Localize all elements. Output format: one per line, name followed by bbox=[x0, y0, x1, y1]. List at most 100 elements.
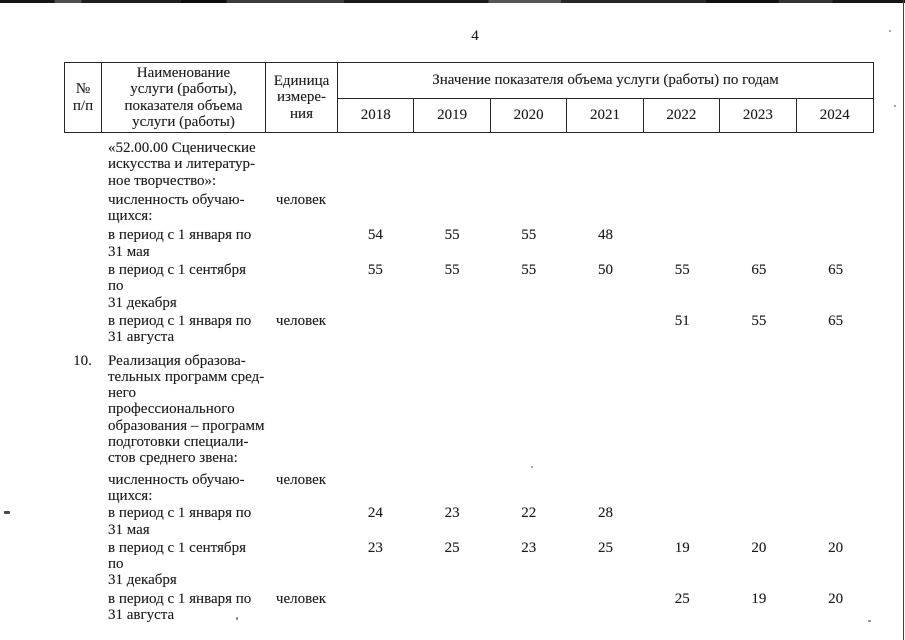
row-value bbox=[721, 505, 798, 538]
table-row: в период с 1 сентября по 31 декабря 55 55 5… bbox=[64, 262, 874, 311]
scan-speck bbox=[889, 30, 891, 32]
row-value bbox=[414, 353, 491, 467]
row-value bbox=[644, 192, 721, 225]
row-value bbox=[567, 140, 644, 189]
header-years-group: Значение показателя объема услуги (работ… bbox=[338, 63, 873, 99]
row-value: 25 bbox=[444, 539, 460, 556]
header-col-name: Наименование услуги (работы), показателя… bbox=[102, 63, 266, 132]
scan-speck bbox=[531, 466, 533, 468]
row-number bbox=[64, 591, 101, 624]
row-value bbox=[721, 192, 798, 225]
header-col-number: № п/п bbox=[65, 63, 102, 132]
row-name: в период с 1 января по 31 мая bbox=[108, 505, 252, 538]
row-value: 25 bbox=[674, 590, 690, 607]
row-value bbox=[567, 192, 644, 225]
row-value bbox=[337, 192, 414, 225]
header-year-column: 2021 bbox=[567, 99, 644, 132]
row-value: 55 bbox=[367, 262, 383, 279]
row-value: 22 bbox=[521, 505, 537, 522]
row-name: численность обучаю- щихся: bbox=[108, 471, 245, 504]
row-value bbox=[797, 140, 874, 189]
row-value bbox=[490, 140, 567, 189]
row-value bbox=[797, 227, 874, 260]
row-value: 23 bbox=[367, 539, 383, 556]
table-row: в период с 1 января по 31 августа человек… bbox=[64, 313, 874, 346]
row-value bbox=[644, 140, 721, 189]
row-number bbox=[64, 227, 101, 260]
table-row: «52.00.00 Сценические искусства и литера… bbox=[64, 140, 874, 189]
row-value bbox=[337, 313, 414, 346]
table-row: численность обучаю- щихся: человек bbox=[64, 472, 874, 505]
row-value bbox=[797, 192, 874, 225]
row-value: 23 bbox=[444, 505, 460, 522]
header-year-column: 2018 bbox=[338, 99, 415, 132]
row-value bbox=[414, 313, 491, 346]
scan-artifact-top-edge bbox=[0, 0, 905, 3]
scan-speck bbox=[868, 620, 871, 622]
row-value: 23 bbox=[521, 539, 537, 556]
row-number bbox=[64, 140, 101, 189]
row-value bbox=[567, 353, 644, 467]
row-value: 19 bbox=[674, 539, 690, 556]
service-volume-table: № п/п Наименование услуги (работы), пока… bbox=[64, 62, 874, 623]
row-value bbox=[721, 227, 798, 260]
row-name: Реализация образова- тельных программ ср… bbox=[108, 352, 265, 467]
row-unit: человек bbox=[275, 471, 327, 488]
row-value: 28 bbox=[597, 505, 613, 522]
header-year-column: 2020 bbox=[491, 99, 568, 132]
row-value: 65 bbox=[751, 262, 767, 279]
row-unit bbox=[265, 505, 337, 538]
row-unit bbox=[265, 227, 337, 260]
table-row: 10. Реализация образова- тельных программ… bbox=[64, 353, 874, 467]
row-value bbox=[567, 313, 644, 346]
header-col-unit: Единица измере- ния bbox=[266, 63, 338, 132]
row-unit: человек bbox=[275, 312, 327, 329]
scan-speck bbox=[196, 595, 198, 597]
table-row: в период с 1 сентября по 31 декабря 23 25 2… bbox=[64, 540, 874, 589]
row-value bbox=[797, 505, 874, 538]
row-value bbox=[567, 591, 644, 624]
table-row: в период с 1 января по 31 августа человек… bbox=[64, 591, 874, 624]
row-number bbox=[64, 262, 101, 311]
scan-speck bbox=[236, 617, 238, 620]
header-year-column: 2019 bbox=[414, 99, 491, 132]
row-number: 10. bbox=[73, 352, 92, 369]
header-year-column: 2022 bbox=[644, 99, 721, 132]
row-unit bbox=[265, 262, 337, 311]
row-value: 51 bbox=[674, 312, 690, 329]
row-unit: человек bbox=[275, 191, 327, 208]
row-value bbox=[337, 472, 414, 505]
row-value bbox=[490, 353, 567, 467]
row-value: 25 bbox=[597, 539, 613, 556]
row-value bbox=[644, 227, 721, 260]
row-value bbox=[644, 353, 721, 467]
row-name: в период с 1 сентября по 31 декабря bbox=[108, 539, 246, 589]
row-number bbox=[64, 505, 101, 538]
row-value bbox=[721, 140, 798, 189]
row-value bbox=[797, 353, 874, 467]
row-value bbox=[490, 313, 567, 346]
table-row: в период с 1 января по 31 мая 24 23 22 28 bbox=[64, 505, 874, 538]
row-unit bbox=[265, 140, 337, 189]
row-number bbox=[64, 472, 101, 505]
row-value: 65 bbox=[828, 262, 844, 279]
row-value: 20 bbox=[828, 590, 844, 607]
row-value bbox=[797, 472, 874, 505]
row-unit bbox=[265, 540, 337, 589]
row-value: 55 bbox=[751, 312, 767, 329]
row-value bbox=[337, 353, 414, 467]
row-number bbox=[64, 192, 101, 225]
table-row: численность обучаю- щихся: человек bbox=[64, 192, 874, 225]
header-year-column: 2024 bbox=[819, 107, 850, 124]
row-value: 19 bbox=[751, 590, 767, 607]
row-value bbox=[644, 505, 721, 538]
row-unit: человек bbox=[275, 590, 327, 607]
row-number bbox=[64, 540, 101, 589]
table-row: в период с 1 января по 31 мая 54 55 55 48 bbox=[64, 227, 874, 260]
row-name: в период с 1 января по 31 мая bbox=[108, 227, 252, 260]
row-value bbox=[490, 472, 567, 505]
row-value bbox=[337, 140, 414, 189]
row-value: 24 bbox=[367, 505, 383, 522]
row-value bbox=[644, 472, 721, 505]
